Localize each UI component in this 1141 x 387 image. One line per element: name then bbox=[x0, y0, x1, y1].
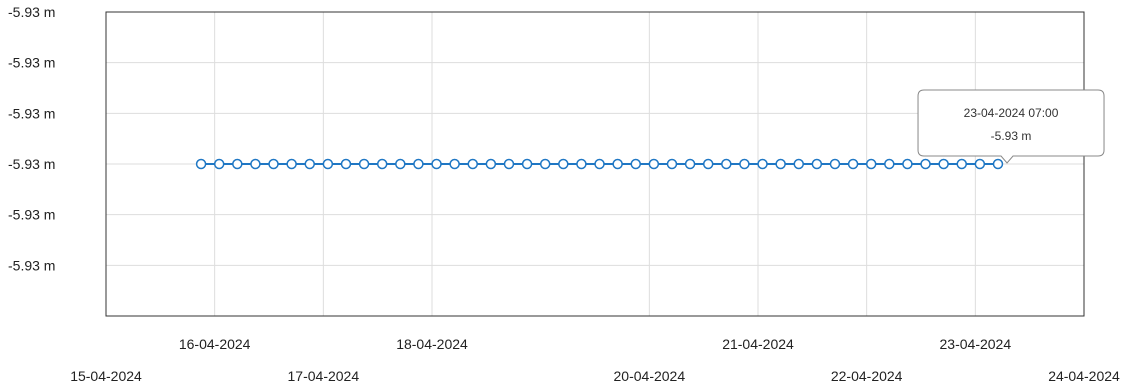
x-axis: 15-04-2024 16-04-2024 17-04-2024 18-04-2024… bbox=[70, 336, 1120, 384]
series-points bbox=[195, 158, 1004, 170]
series-point bbox=[539, 158, 551, 170]
y-tick-label: -5.93 m bbox=[8, 55, 55, 71]
series-point bbox=[268, 158, 279, 170]
series-point bbox=[648, 158, 660, 170]
series-point bbox=[702, 158, 714, 170]
series-point bbox=[521, 158, 533, 170]
x-tick-label: 18-04-2024 bbox=[396, 336, 468, 352]
series-point bbox=[974, 158, 986, 170]
y-axis: -5.93 m -5.93 m -5.93 m -5.93 m -5.93 m -5.93… bbox=[8, 4, 55, 273]
series-point bbox=[884, 158, 895, 170]
y-tick-label: -5.93 m bbox=[8, 105, 55, 121]
series-point bbox=[721, 158, 732, 170]
x-tick-label: 16-04-2024 bbox=[179, 336, 251, 352]
series-point bbox=[902, 158, 913, 170]
x-tick-label: 20-04-2024 bbox=[614, 368, 686, 384]
series-point bbox=[395, 158, 406, 170]
series-point bbox=[666, 158, 678, 170]
x-tick-label: 15-04-2024 bbox=[70, 368, 142, 384]
x-tick-label: 17-04-2024 bbox=[288, 368, 360, 384]
series-point bbox=[684, 158, 696, 170]
tooltip: 23-04-2024 07:00 -5.93 m bbox=[917, 89, 1105, 164]
series-point bbox=[286, 158, 297, 170]
series-point bbox=[250, 158, 261, 170]
series-point bbox=[739, 158, 750, 170]
series-point bbox=[232, 158, 243, 170]
plot-area-frame bbox=[105, 11, 1085, 317]
series-point bbox=[793, 158, 804, 170]
series-point bbox=[612, 158, 623, 170]
series-point bbox=[920, 158, 931, 170]
series-point bbox=[376, 158, 388, 170]
series-point bbox=[558, 158, 569, 170]
series-point bbox=[829, 158, 841, 170]
series-point bbox=[992, 158, 1004, 170]
series-point bbox=[775, 158, 786, 170]
y-tick-label: -5.93 m bbox=[8, 156, 55, 172]
series-point bbox=[865, 158, 877, 170]
series-point bbox=[213, 158, 225, 170]
x-tick-label: 22-04-2024 bbox=[831, 368, 903, 384]
x-tick-label: 21-04-2024 bbox=[722, 336, 794, 352]
y-tick-label: -5.93 m bbox=[8, 4, 55, 20]
series-point bbox=[195, 158, 207, 170]
series-point bbox=[938, 158, 949, 170]
x-tick-label: 24-04-2024 bbox=[1048, 368, 1120, 384]
tooltip-box bbox=[917, 89, 1105, 164]
series-point bbox=[503, 158, 515, 170]
tooltip-date: 23-04-2024 07:00 bbox=[964, 106, 1059, 120]
series-point bbox=[467, 158, 478, 170]
series-point bbox=[630, 158, 641, 170]
y-tick-label: -5.93 m bbox=[8, 207, 55, 223]
series-point bbox=[322, 158, 334, 170]
series-point bbox=[811, 158, 823, 170]
series-point bbox=[431, 158, 442, 170]
series-point bbox=[449, 158, 460, 170]
series-point bbox=[956, 158, 967, 170]
series-point bbox=[847, 158, 859, 170]
series-point bbox=[576, 158, 587, 170]
series-point bbox=[757, 158, 768, 170]
y-tick-label: -5.93 m bbox=[8, 257, 55, 273]
series-point bbox=[413, 158, 424, 170]
tooltip-value: -5.93 m bbox=[991, 129, 1032, 143]
series-point bbox=[358, 158, 370, 170]
x-tick-label: 23-04-2024 bbox=[940, 336, 1012, 352]
series-point bbox=[340, 158, 352, 170]
series-point bbox=[594, 158, 605, 170]
series-point bbox=[485, 158, 497, 170]
series-point bbox=[304, 158, 315, 170]
